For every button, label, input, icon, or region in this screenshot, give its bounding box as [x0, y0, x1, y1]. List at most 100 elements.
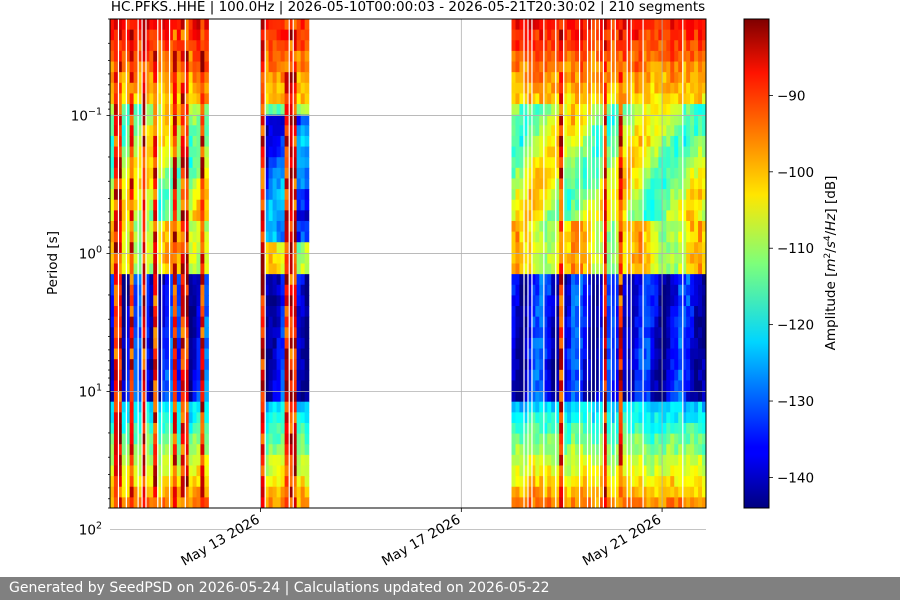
heatmap-cell [511, 19, 517, 31]
heatmap-cell [272, 348, 278, 360]
heatmap-cell [260, 72, 266, 84]
heatmap-cell [511, 146, 517, 158]
heatmap-cell [646, 369, 652, 382]
heatmap-cell [702, 316, 706, 328]
heatmap-cell [614, 497, 620, 508]
heatmap-cell [694, 422, 699, 435]
heatmap-cell [110, 380, 115, 392]
heatmap-cell [590, 433, 596, 445]
heatmap-cell [535, 274, 540, 286]
heatmap-cell [141, 391, 146, 403]
heatmap-cell [110, 82, 115, 95]
heatmap-cell [125, 29, 131, 41]
heatmap-cell [563, 93, 568, 105]
heatmap-cell [551, 433, 556, 445]
heatmap-cell [165, 401, 170, 413]
heatmap-cell [117, 284, 123, 296]
heatmap-cell [145, 433, 150, 445]
heatmap-cell [642, 125, 648, 137]
heatmap-cell [196, 316, 202, 328]
heatmap-cell [113, 40, 119, 52]
plot-frame [109, 18, 707, 509]
heatmap-cell [606, 348, 612, 360]
heatmap-cell [638, 422, 644, 435]
heatmap-cell [614, 40, 620, 52]
heatmap-cell [634, 348, 640, 360]
heatmap-cell [304, 486, 310, 498]
heatmap-cell [662, 104, 667, 116]
heatmap-cell [547, 316, 552, 328]
heatmap-cell [153, 199, 158, 211]
heatmap-cell [694, 295, 699, 307]
heatmap-cell [110, 422, 115, 435]
heatmap-cell [543, 486, 548, 498]
heatmap-cell [678, 50, 683, 63]
heatmap-cell [690, 444, 695, 456]
heatmap-cell [519, 231, 525, 243]
heatmap-cell [157, 422, 162, 435]
heatmap-cell [137, 454, 143, 467]
heatmap-cell [113, 157, 119, 169]
heatmap-cell [670, 252, 675, 265]
heatmap-cell [551, 242, 556, 254]
heatmap-cell [157, 220, 162, 233]
heatmap-cell [682, 391, 687, 403]
heatmap-cell [642, 263, 648, 275]
heatmap-cell [678, 178, 683, 190]
heatmap-cell [196, 274, 202, 286]
heatmap-cell [551, 348, 556, 360]
heatmap-cell [618, 135, 624, 148]
colorbar-tick-label: −140 [777, 470, 814, 486]
heatmap-cell [272, 444, 278, 456]
heatmap-cell [168, 29, 174, 41]
heatmap-cell [137, 19, 143, 31]
heatmap-cell [260, 104, 266, 116]
heatmap-cell [626, 497, 632, 508]
heatmap-cell [559, 306, 564, 318]
heatmap-cell [571, 497, 576, 508]
heatmap-cell [702, 422, 706, 435]
heatmap-cell [264, 486, 270, 498]
heatmap-cell [260, 316, 266, 328]
heatmap-cell [531, 167, 536, 180]
heatmap-cell [555, 189, 560, 201]
heatmap-cell [618, 433, 624, 445]
heatmap-cell [642, 327, 648, 339]
heatmap-cell [698, 189, 703, 201]
heatmap-cell [149, 231, 154, 243]
heatmap-cell [125, 104, 131, 116]
heatmap-cell [172, 359, 178, 371]
heatmap-cell [543, 210, 548, 222]
heatmap-cell [511, 178, 517, 190]
heatmap-cell [586, 252, 592, 265]
heatmap-cell [280, 433, 286, 445]
heatmap-cell [300, 82, 306, 95]
heatmap-cell [674, 82, 679, 95]
heatmap-cell [702, 135, 706, 148]
heatmap-cell [539, 72, 544, 84]
heatmap-cell [157, 19, 162, 31]
heatmap-cell [622, 210, 628, 222]
heatmap-cell [204, 476, 209, 488]
heatmap-cell [698, 242, 703, 254]
heatmap-cell [670, 316, 675, 328]
heatmap-cell [141, 422, 146, 435]
heatmap-cell [121, 61, 127, 73]
heatmap-cell [519, 61, 525, 73]
heatmap-cell [606, 465, 612, 477]
heatmap-cell [204, 412, 209, 424]
heatmap-cell [535, 433, 540, 445]
heatmap-cell [184, 220, 190, 233]
heatmap-cell [654, 476, 659, 488]
heatmap-cell [678, 486, 683, 498]
heatmap-cell [168, 104, 174, 116]
heatmap-cell [280, 82, 286, 95]
heatmap-cell [192, 497, 198, 508]
heatmap-cell [582, 93, 588, 105]
heatmap-cell [511, 252, 517, 265]
heatmap-cell [650, 412, 655, 424]
heatmap-cell [196, 465, 202, 477]
heatmap-cell [511, 220, 517, 233]
heatmap-cell [168, 274, 174, 286]
heatmap-cell [626, 104, 632, 116]
